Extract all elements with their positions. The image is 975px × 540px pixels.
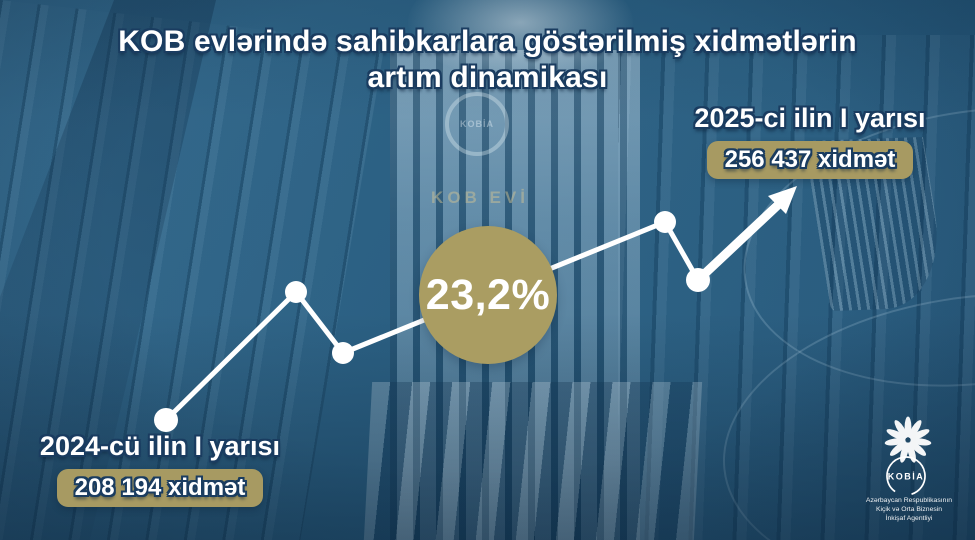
page-title: KOB evlərində sahibkarlara göstərilmiş x… bbox=[0, 24, 975, 96]
period-title-2025: 2025-ci ilin I yarısı bbox=[694, 103, 926, 133]
value-badge-2025: 256 437 xidmət bbox=[706, 141, 914, 179]
growth-percentage-value: 23,2% bbox=[425, 270, 551, 319]
building-kob-evi-sign: KOB EVİ bbox=[415, 188, 545, 208]
period-title-2024: 2024-cü ilin I yarısı bbox=[39, 431, 281, 461]
data-point-dot bbox=[332, 342, 354, 364]
page-title-line1: KOB evlərində sahibkarlara göstərilmiş x… bbox=[118, 25, 857, 58]
logo-org-line1: Azərbaycan Respublikasının bbox=[866, 497, 952, 504]
data-point-dot bbox=[686, 268, 710, 292]
building-kobia-ring-sign: KOBİA bbox=[445, 92, 509, 156]
data-point-dot bbox=[285, 281, 307, 303]
data-point-dot bbox=[154, 408, 178, 432]
period-label-2024: 2024-cü ilin I yarısı 208 194 xidmət bbox=[5, 431, 315, 507]
kobia-agency-logo: KOBİA Azərbaycan Respublikasının Kiçik v… bbox=[866, 416, 952, 522]
value-badge-2024: 208 194 xidmət bbox=[56, 469, 264, 507]
period-label-2025: 2025-ci ilin I yarısı 256 437 xidmət bbox=[655, 103, 965, 179]
trend-arrow-shaft bbox=[693, 199, 784, 285]
trend-arrowhead-icon bbox=[768, 186, 797, 214]
building-ring-sign-label: KOBİA bbox=[460, 119, 494, 129]
data-point-dot bbox=[654, 211, 676, 233]
logo-org-line2: Kiçik və Orta Biznesin bbox=[876, 506, 942, 513]
logo-brand-text: KOBİA bbox=[888, 472, 925, 482]
logo-org-line3: İnkişaf Agentliyi bbox=[886, 513, 933, 522]
page-title-line2: artım dinamikası bbox=[367, 61, 608, 94]
growth-percentage-badge: 23,2% bbox=[419, 226, 557, 364]
